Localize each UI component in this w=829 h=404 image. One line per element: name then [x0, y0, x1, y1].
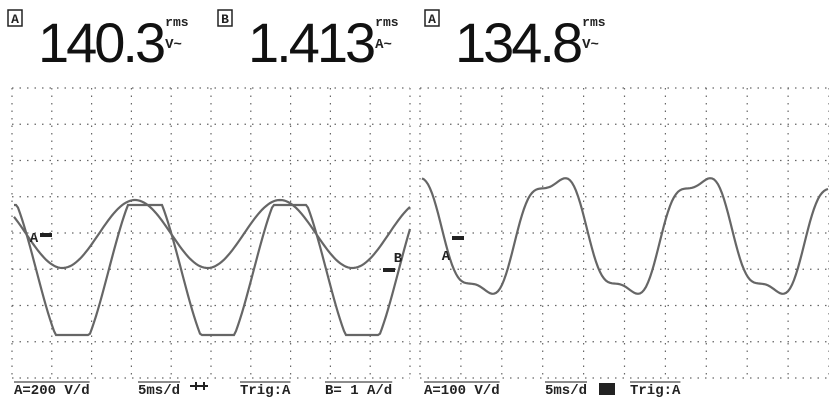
unit: A~ — [375, 37, 392, 53]
channel-marker: B — [394, 251, 403, 267]
status-text: 5ms/d — [138, 383, 180, 399]
channel-label: A — [428, 12, 436, 27]
reading-value: 1.413 — [248, 11, 374, 74]
unit: V~ — [582, 37, 599, 53]
status-text: B= 1 A/d — [325, 383, 392, 399]
status-text: A=200 V/d — [14, 383, 90, 399]
reading-value: 140.3 — [38, 11, 164, 74]
waveform-a2 — [421, 177, 829, 295]
reading-value: 134.8 — [455, 11, 581, 74]
status-text: Trig:A — [630, 383, 681, 399]
channel-marker: A — [30, 231, 39, 247]
channel-label: B — [221, 12, 229, 27]
marker-dash — [383, 268, 395, 272]
status-text: Trig:A — [240, 383, 291, 399]
channel-box — [424, 9, 440, 27]
unit: V~ — [165, 37, 182, 53]
channel-box — [217, 9, 233, 27]
marker-dash — [452, 236, 464, 240]
unit-top: rms — [375, 15, 399, 30]
channel-marker: A — [442, 249, 451, 265]
status-text: 5ms/d — [545, 383, 587, 399]
channel-box — [7, 9, 23, 27]
coupling-icon — [190, 382, 615, 395]
unit-top: rms — [582, 15, 606, 30]
waveform-b — [14, 203, 412, 337]
waveform-a — [13, 198, 411, 270]
status-text: A=100 V/d — [424, 383, 500, 399]
marker-dash — [40, 233, 52, 237]
channel-label: A — [11, 12, 19, 27]
unit-top: rms — [165, 15, 189, 30]
